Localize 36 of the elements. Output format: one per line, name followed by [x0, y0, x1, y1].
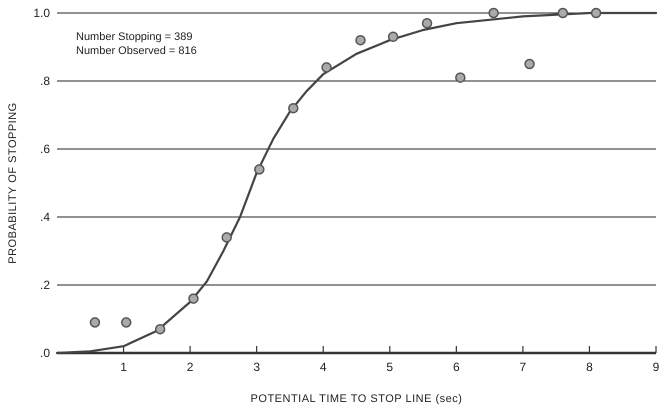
x-tick-label: 2	[186, 360, 194, 374]
point	[154, 324, 166, 334]
x-tick-label: 3	[253, 360, 260, 374]
x-tick-label: 4	[320, 360, 327, 374]
y-tick-label: .8	[40, 74, 50, 88]
point	[221, 232, 232, 243]
y-tick-label: .0	[40, 346, 50, 360]
annotation: Number Observed = 816	[76, 45, 197, 57]
point	[524, 58, 535, 70]
point	[254, 164, 265, 175]
point	[120, 317, 132, 328]
x-tick-label: 5	[386, 360, 394, 374]
y-tick-label: 1.0	[33, 6, 50, 20]
x-tick-label: 1	[120, 360, 128, 374]
x-tick-label: 9	[652, 360, 660, 374]
point	[590, 8, 602, 18]
point	[558, 8, 568, 18]
point	[388, 32, 398, 42]
x-axis-title: POTENTIAL TIME TO STOP LINE (sec)	[250, 393, 462, 405]
point	[90, 317, 100, 328]
y-tick-label: .4	[40, 210, 50, 224]
point	[321, 62, 332, 73]
point	[355, 34, 366, 46]
point	[422, 18, 432, 28]
x-tick-label: 8	[586, 360, 594, 374]
x-tick-label: 7	[520, 360, 527, 374]
y-tick-label: .6	[40, 142, 50, 156]
y-tick-label: .2	[40, 278, 50, 292]
point	[488, 8, 499, 18]
x-tick-label: 6	[452, 360, 460, 374]
line-series	[56, 12, 658, 354]
y-axis-title: PROBABILITY OF STOPPING	[7, 102, 19, 264]
point	[288, 102, 299, 114]
annotation: Number Stopping = 389	[76, 31, 192, 43]
point	[188, 293, 199, 304]
point	[455, 72, 466, 83]
